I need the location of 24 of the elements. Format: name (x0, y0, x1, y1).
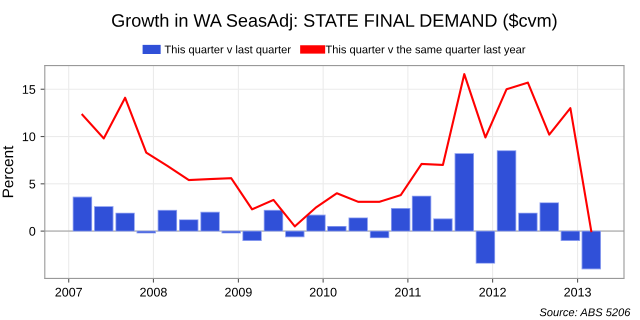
source-note: Source: ABS 5206 (540, 308, 630, 316)
bar (264, 210, 284, 232)
x-tick-label: 2013 (564, 288, 591, 297)
x-tick-label: 2011 (395, 288, 421, 297)
bar (496, 150, 516, 232)
y-tick-label: 5 (29, 180, 36, 188)
chart-title: Growth in WA SeasAdj: STATE FINAL DEMAND ($cvm) (112, 13, 557, 30)
bar (518, 212, 538, 232)
legend-label: This quarter v the same quarter last year (326, 45, 526, 56)
y-tick-label: 15 (22, 85, 36, 94)
x-tick-label: 2012 (479, 288, 506, 297)
x-tick-label: 2008 (140, 288, 167, 297)
bar (72, 196, 92, 232)
bar (94, 206, 114, 232)
x-tick-label: 2010 (310, 288, 337, 297)
x-tick-label: 2009 (225, 288, 252, 297)
line-series (81, 73, 592, 232)
legend-label: This quarter v last quarter (164, 45, 291, 56)
y-tick-label: 10 (22, 132, 36, 142)
bar (179, 219, 198, 232)
y-axis-title: Percent (2, 146, 14, 198)
bar (348, 217, 368, 232)
x-tick-label: 2007 (55, 288, 82, 297)
y-tick-label: 0 (29, 226, 36, 236)
